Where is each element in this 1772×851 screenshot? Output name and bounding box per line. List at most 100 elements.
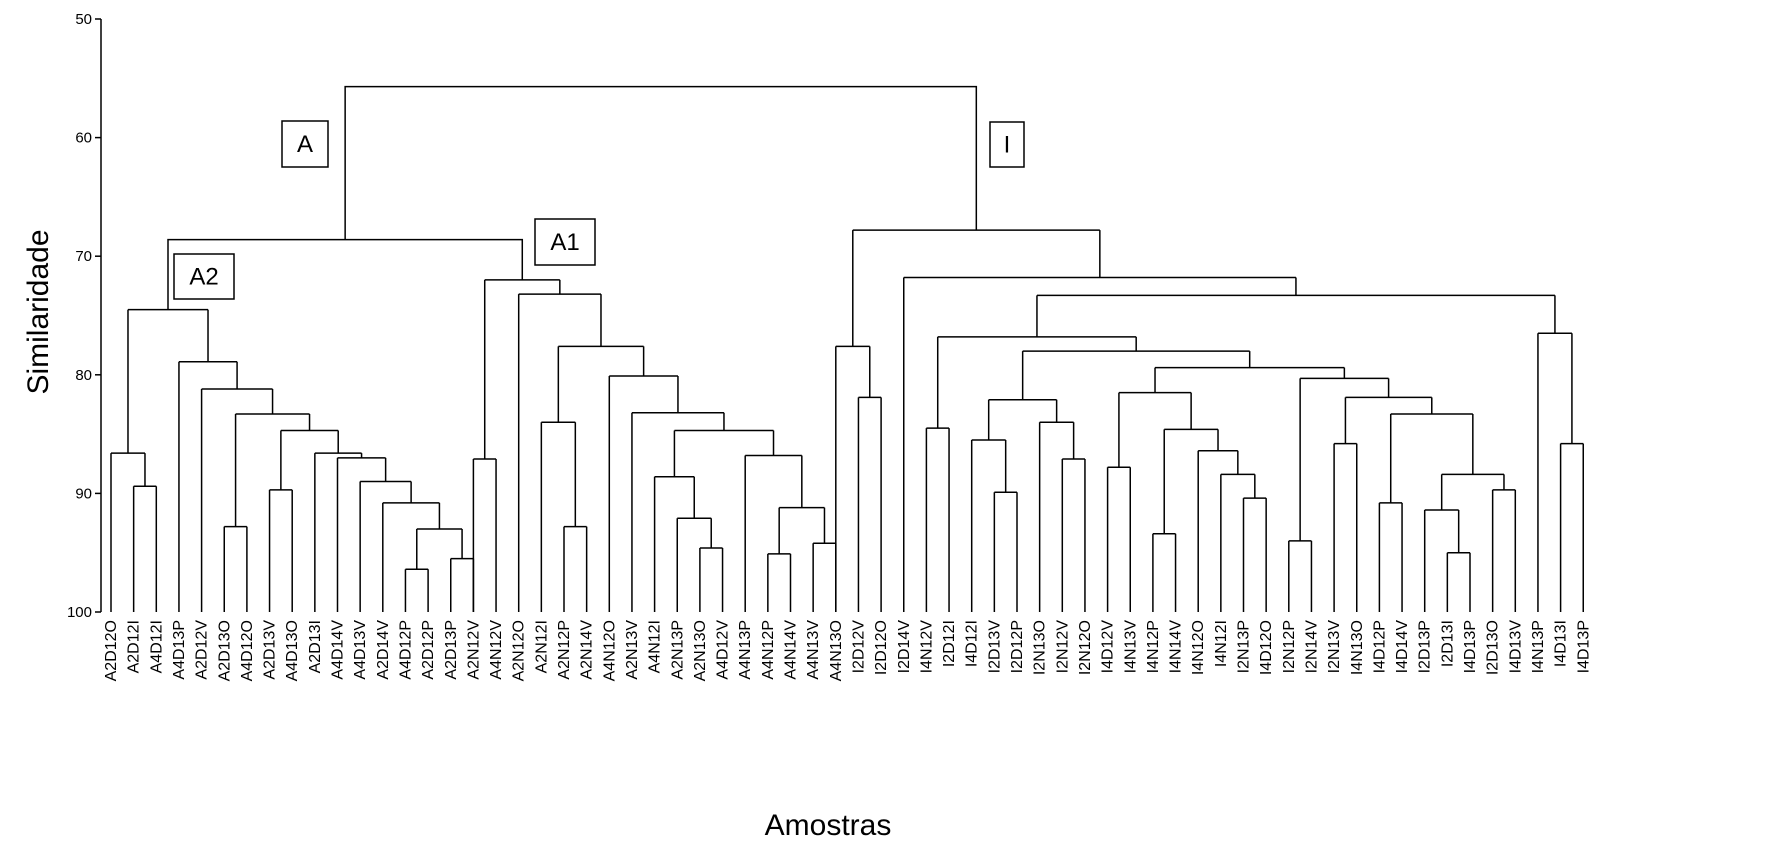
leaf-label: A4D12V: [715, 620, 732, 680]
x-axis-title: Amostras: [765, 809, 892, 842]
dendrogram-branch: [699, 547, 724, 612]
leaf-label: A2N12I: [533, 620, 550, 673]
cluster-text: A1: [550, 229, 579, 256]
leaf-label: A2D14V: [375, 620, 392, 680]
dendrogram-branch: [382, 502, 441, 612]
leaf-label: I4D12P: [1371, 620, 1388, 673]
dendrogram-branch: [653, 476, 695, 612]
dendrogram-branch: [110, 452, 146, 612]
dendrogram-branch: [132, 485, 158, 612]
leaf-label: I4N14V: [1168, 620, 1185, 674]
leaf-label: A2N13O: [692, 620, 709, 681]
leaf-label: A4N12I: [647, 620, 664, 673]
dendrogram-branch: [178, 361, 238, 612]
dendrogram-branch: [557, 345, 645, 423]
dendrogram-branch: [127, 308, 209, 454]
leaf-label: A2N12O: [511, 620, 528, 681]
y-axis-title: Similaridade: [22, 229, 55, 394]
leaf-label: A2D13O: [216, 620, 233, 681]
dendrogram-branch: [608, 375, 679, 612]
dendrogram-branch: [1220, 473, 1256, 612]
leaf-label: A4D13V: [352, 620, 369, 680]
leaf-label: I2D13O: [1485, 620, 1502, 675]
leaf-label: A2N13V: [624, 620, 641, 680]
leaf-label: I2N13V: [1326, 620, 1343, 674]
leaf-label: A4N14V: [783, 620, 800, 680]
dendrogram-branch: [1038, 421, 1075, 612]
cluster-box: [173, 253, 235, 300]
dendrogram-branch: [1491, 489, 1517, 612]
leaf-label: A2N12V: [465, 620, 482, 680]
leaf-label: A2D12V: [194, 620, 211, 680]
axis-layer: 50 60 70 80 90 100: [67, 11, 102, 621]
dendrogram-branch: [778, 506, 826, 554]
dendrogram-branch: [744, 454, 803, 612]
y-tick-label: 90: [75, 485, 92, 502]
dendrogram-branch: [517, 293, 602, 612]
leaf-label: I4D14V: [1394, 620, 1411, 674]
dendrogram-branch: [1440, 473, 1505, 511]
y-tick-label: 50: [75, 11, 92, 28]
leaf-label: A4N13P: [737, 620, 754, 680]
y-tick-label: 60: [75, 130, 92, 147]
dendrogram-branch: [835, 345, 871, 612]
dendrogram-branch: [1061, 458, 1086, 612]
leaf-label: A2D13P: [443, 620, 460, 680]
cluster-text: I: [1004, 132, 1011, 159]
leaf-label: A2N13P: [669, 620, 686, 680]
dendrogram-branch: [993, 491, 1018, 612]
leaf-label: I2N12V: [1054, 620, 1071, 674]
leaf-label: I4N12I: [1213, 620, 1230, 667]
leaf-label: I4D12I: [964, 620, 981, 667]
dendrogram-branch: [359, 480, 412, 612]
leaf-label: A2N12P: [556, 620, 573, 680]
dendrogram-branch: [1288, 540, 1313, 612]
dendrogram-branch: [1152, 532, 1177, 612]
leaf-label: A2D12O: [103, 620, 120, 681]
cluster-text: A2: [189, 264, 218, 291]
dendrogram-branch: [852, 229, 1101, 347]
leaf-label: A2D12P: [420, 620, 437, 680]
leaf-label: I2N13O: [1032, 620, 1049, 675]
cluster-label-layer: A A1 A2 I: [173, 120, 1025, 300]
cluster-text: A: [297, 131, 313, 158]
dendrogram-branch: [925, 427, 950, 612]
dendrogram-branch: [767, 553, 792, 612]
dendrogram-branch: [416, 528, 463, 570]
leaf-label: A4D14V: [330, 620, 347, 680]
dendrogram-branch: [1378, 502, 1403, 612]
dendrogram-branch: [563, 525, 588, 612]
dendrogram-branch: [857, 396, 882, 612]
leaf-label: I4D13P: [1462, 620, 1479, 673]
leaf-label: I4N13V: [1122, 620, 1139, 674]
leaf-label: A4N13O: [828, 620, 845, 681]
y-tick-label: 100: [67, 604, 92, 621]
cluster-label-a: A: [281, 120, 329, 168]
dendrogram-branch: [1333, 442, 1358, 612]
leaf-label: A4N13V: [805, 620, 822, 680]
leaf-label: I4N13P: [1530, 620, 1547, 673]
dendrogram-branch: [1036, 294, 1556, 337]
leaf-label: I4N12O: [1190, 620, 1207, 675]
leaf-label: A4D13O: [284, 620, 301, 681]
dendrogram-branch: [1423, 509, 1460, 612]
dendrogram-branch: [223, 525, 248, 612]
leaf-label: I2N13P: [1236, 620, 1253, 673]
dendrogram-branch: [200, 388, 274, 612]
dendrogram-branch: [472, 458, 497, 612]
leaf-label: A2D13V: [262, 620, 279, 680]
leaf-label: I2D12V: [850, 620, 867, 674]
dendrogram-branch: [280, 429, 339, 490]
leaf-label: A4N12P: [760, 620, 777, 680]
leaf-label: I2D12I: [941, 620, 958, 667]
leaf-label: I4N12V: [918, 620, 935, 674]
leaf-label: I2D13I: [1439, 620, 1456, 667]
cluster-label-a1: A1: [534, 218, 596, 266]
leaf-label: A4D13P: [171, 620, 188, 680]
cluster-label-a2: A2: [173, 253, 235, 300]
cluster-box: [281, 120, 329, 168]
leaf-label: I4D12V: [1100, 620, 1117, 674]
dendrogram-branch: [1299, 377, 1390, 541]
leaf-label: A4D12I: [148, 620, 165, 673]
leaf-label: A4N12V: [488, 620, 505, 680]
